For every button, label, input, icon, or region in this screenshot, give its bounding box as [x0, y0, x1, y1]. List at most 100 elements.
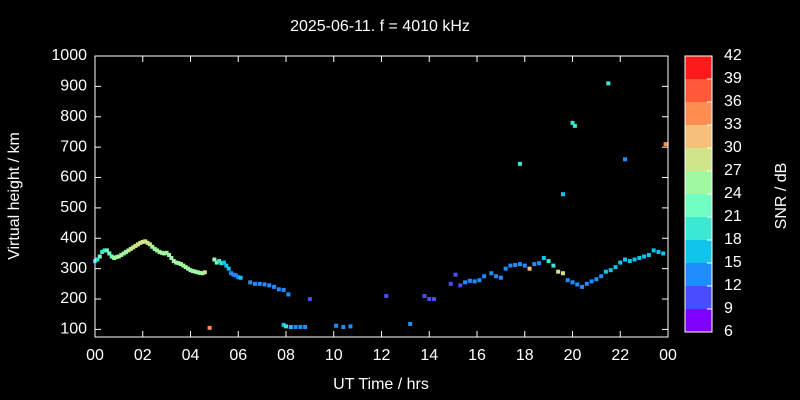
data-point	[178, 262, 183, 267]
plot-frame	[94, 55, 669, 338]
x-tick-label: 12	[373, 347, 391, 364]
colorbar-tick-label: 15	[724, 254, 742, 271]
y-tick-label: 600	[60, 169, 87, 186]
colorbar-tick-label: 36	[724, 93, 742, 110]
data-point	[613, 265, 618, 270]
data-point	[145, 240, 150, 245]
colorbar-tick-label: 27	[724, 162, 742, 179]
y-tick-label: 700	[60, 138, 87, 155]
chart-title: 2025-06-11. f = 4010 kHz	[290, 18, 470, 35]
data-point	[656, 249, 661, 254]
data-point	[138, 240, 143, 245]
data-point	[281, 322, 286, 327]
data-point	[238, 275, 243, 280]
y-tick-label: 100	[60, 321, 87, 338]
data-point	[286, 292, 291, 297]
colorbar-tick-label: 9	[724, 300, 733, 317]
data-point	[167, 252, 172, 257]
data-point	[589, 279, 594, 284]
colorbar-band	[685, 102, 712, 125]
data-point	[458, 283, 463, 288]
data-point	[606, 81, 611, 86]
colorbar-band	[685, 79, 712, 102]
data-point	[233, 273, 238, 278]
data-point	[546, 259, 551, 264]
data-point	[181, 263, 186, 268]
data-point	[560, 271, 565, 276]
data-point	[276, 287, 281, 292]
colorbar-band	[685, 286, 712, 309]
data-point	[219, 261, 224, 266]
data-point	[517, 262, 522, 267]
data-point	[150, 244, 155, 249]
data-point	[121, 251, 126, 256]
data-point	[463, 280, 468, 285]
data-point	[482, 274, 487, 279]
data-point	[159, 250, 164, 255]
data-point	[580, 284, 585, 289]
colorbar-label: SNR / dB	[773, 163, 790, 230]
data-point	[627, 259, 632, 264]
data-point	[623, 157, 628, 162]
data-point	[608, 268, 613, 273]
x-tick-label: 10	[325, 347, 343, 364]
data-point	[288, 324, 293, 329]
data-point	[109, 254, 114, 259]
data-point	[195, 270, 200, 275]
x-tick-label: 06	[229, 347, 247, 364]
data-point	[174, 260, 179, 265]
data-point	[102, 248, 107, 253]
data-point	[229, 271, 234, 276]
y-tick-label: 800	[60, 108, 87, 125]
colorbar-tick-label: 12	[724, 277, 742, 294]
colorbar-band	[685, 171, 712, 194]
data-point	[217, 259, 222, 264]
data-point	[448, 281, 453, 286]
data-point	[341, 324, 346, 329]
data-point	[599, 274, 604, 279]
colorbar-tick-label: 42	[724, 47, 742, 64]
y-tick-label: 500	[60, 199, 87, 216]
data-point	[119, 252, 124, 257]
data-point	[632, 257, 637, 262]
data-point	[169, 256, 174, 261]
data-point	[157, 249, 162, 254]
data-point	[257, 281, 262, 286]
data-point	[131, 245, 136, 250]
data-point	[143, 239, 148, 244]
colorbar-band	[685, 309, 712, 332]
data-point	[663, 142, 668, 147]
y-tick-label: 1000	[51, 47, 87, 64]
y-tick-label: 300	[60, 260, 87, 277]
data-point	[207, 325, 212, 330]
colorbar-tick-label: 39	[724, 70, 742, 87]
data-point	[95, 257, 100, 262]
data-point	[200, 271, 205, 276]
data-point	[262, 282, 267, 287]
data-point	[637, 256, 642, 261]
data-point	[303, 324, 308, 329]
data-point	[221, 260, 226, 265]
data-point	[114, 255, 119, 260]
data-point	[513, 263, 518, 268]
data-point	[100, 249, 105, 254]
x-tick-label: 08	[277, 347, 295, 364]
colorbar-tick-label: 18	[724, 231, 742, 248]
data-point	[186, 266, 191, 271]
colorbar-tick-label: 24	[724, 185, 742, 202]
data-point	[112, 256, 117, 261]
data-point	[224, 263, 229, 268]
colorbar-tick-label: 21	[724, 208, 742, 225]
data-point	[104, 248, 109, 253]
data-point	[570, 120, 575, 125]
data-point	[214, 260, 219, 265]
data-point	[252, 281, 257, 286]
data-point	[128, 246, 133, 251]
y-axis-label: Virtual height / km	[6, 132, 23, 260]
data-point	[603, 269, 608, 274]
data-point	[236, 275, 241, 280]
x-tick-label: 14	[420, 347, 438, 364]
data-point	[494, 274, 499, 279]
data-point	[226, 266, 231, 271]
